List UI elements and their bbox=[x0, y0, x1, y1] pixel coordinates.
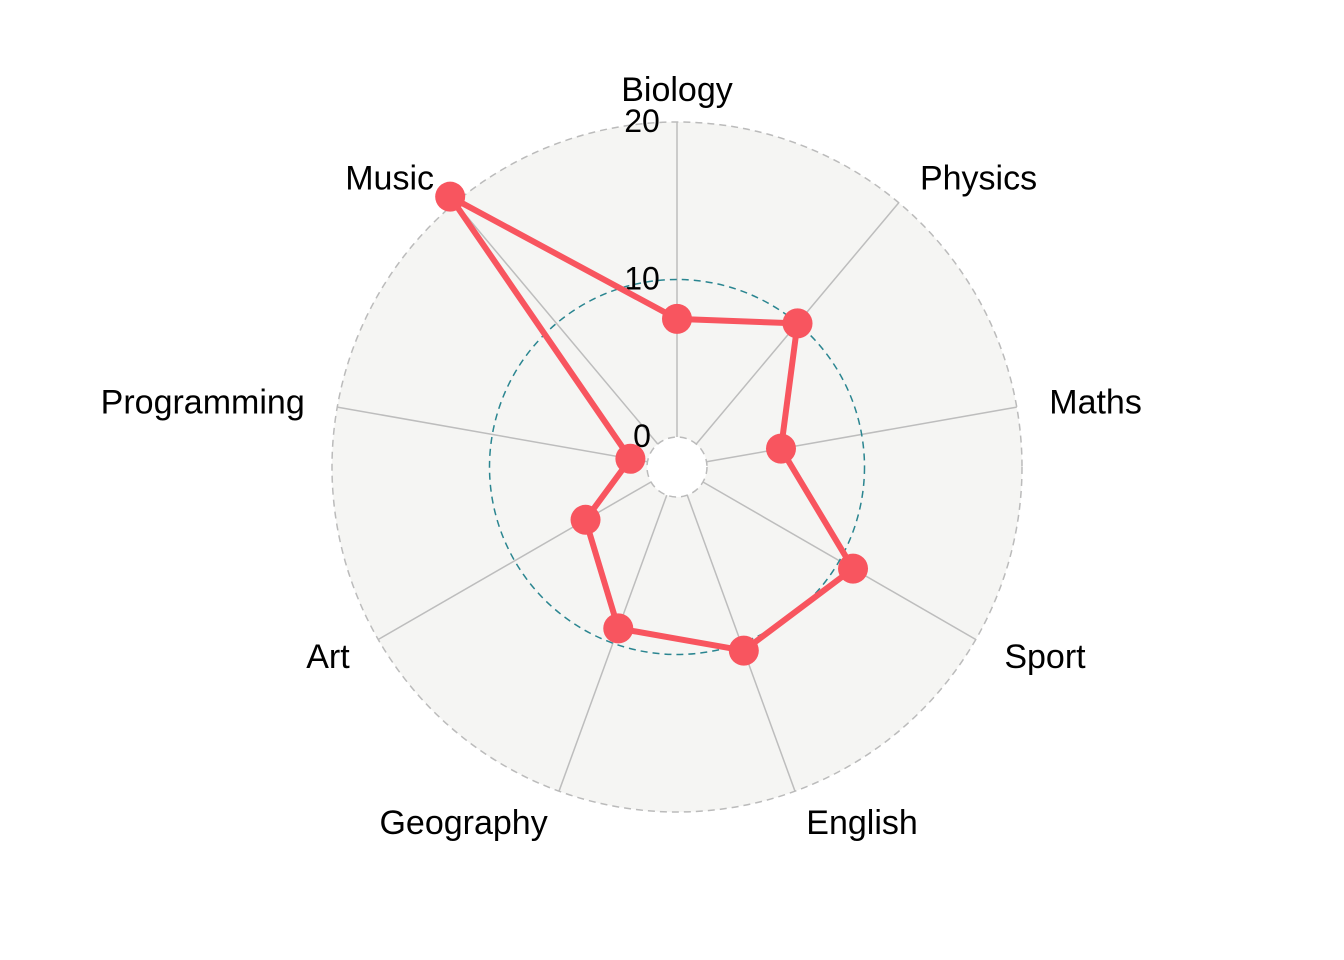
data-point-maths bbox=[765, 433, 796, 464]
category-label-music: Music bbox=[345, 159, 434, 197]
series-line bbox=[447, 193, 856, 654]
grid-circle-min bbox=[646, 436, 708, 498]
spoke-geography bbox=[558, 494, 668, 792]
tick-label-0: 0 bbox=[633, 418, 651, 454]
data-point-geography bbox=[603, 613, 634, 644]
data-point-biology bbox=[662, 303, 692, 334]
category-label-physics: Physics bbox=[920, 159, 1037, 197]
data-point-physics bbox=[782, 308, 813, 339]
data-point-art bbox=[570, 504, 601, 535]
data-point-english bbox=[728, 635, 759, 666]
spoke-music bbox=[454, 202, 659, 445]
category-label-art: Art bbox=[306, 638, 350, 676]
category-label-biology: Biology bbox=[621, 71, 733, 109]
category-label-sport: Sport bbox=[1004, 638, 1086, 676]
data-point-music bbox=[435, 181, 466, 212]
spoke-programming bbox=[337, 406, 648, 463]
data-point-sport bbox=[838, 553, 869, 584]
data-point-programming bbox=[615, 443, 646, 474]
category-label-maths: Maths bbox=[1049, 383, 1142, 421]
grid-circle-mid bbox=[488, 278, 866, 656]
spoke-art bbox=[377, 481, 652, 641]
center-hole bbox=[647, 437, 707, 497]
grid-circle-max bbox=[331, 121, 1023, 813]
category-label-english: English bbox=[806, 804, 918, 842]
category-label-geography: Geography bbox=[379, 804, 547, 842]
category-label-programming: Programming bbox=[101, 383, 305, 421]
tick-label-20: 20 bbox=[624, 103, 660, 139]
